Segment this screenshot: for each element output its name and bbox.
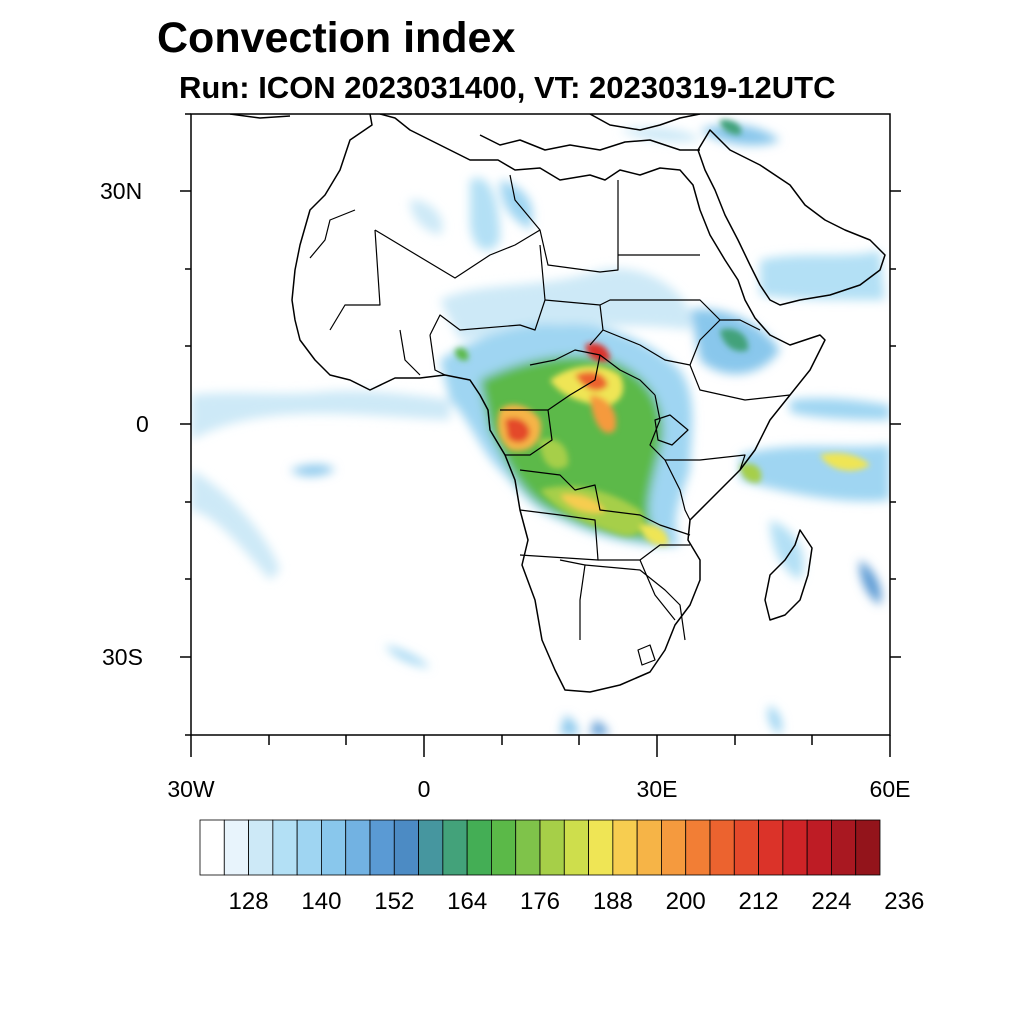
colorbar-tick-label: 128 xyxy=(228,888,269,915)
chart-title: Convection index xyxy=(157,14,516,62)
colorbar-box xyxy=(515,819,541,876)
colorbar-tick-label: 236 xyxy=(884,888,925,915)
colorbar xyxy=(199,819,881,876)
colorbar-box xyxy=(563,819,589,876)
colorbar-tick-label: 212 xyxy=(738,888,779,915)
colorbar-box xyxy=(612,819,638,876)
y-label-30n: 30N xyxy=(100,178,143,204)
colorbar-box xyxy=(588,819,614,876)
colorbar-box xyxy=(685,819,711,876)
colorbar-box xyxy=(709,819,735,876)
colorbar-box xyxy=(296,819,322,876)
colorbar-tick-label: 140 xyxy=(301,888,342,915)
axis-ticks xyxy=(180,113,901,757)
colorbar-box xyxy=(345,819,371,876)
colorbar-box xyxy=(369,819,395,876)
x-label-60e: 60E xyxy=(869,776,911,802)
colorbar-box xyxy=(806,819,832,876)
colorbar-box xyxy=(248,819,274,876)
colorbar-box xyxy=(636,819,662,876)
colorbar-box xyxy=(491,819,517,876)
colorbar-box xyxy=(321,819,347,876)
colorbar-tick-label: 164 xyxy=(447,888,488,915)
y-label-30s: 30S xyxy=(102,644,143,670)
country-borders xyxy=(309,174,791,666)
x-label-30w: 30W xyxy=(167,776,215,802)
x-label-0: 0 xyxy=(417,776,431,802)
colorbar-box xyxy=(418,819,444,876)
colorbar-box xyxy=(442,819,468,876)
colorbar-tick-label: 188 xyxy=(592,888,633,915)
colorbar-box xyxy=(782,819,808,876)
colorbar-box xyxy=(393,819,419,876)
colorbar-tick-label: 200 xyxy=(665,888,706,915)
colorbar-box xyxy=(539,819,565,876)
colorbar-box xyxy=(466,819,492,876)
chart-subtitle: Run: ICON 2023031400, VT: 20230319-12UTC xyxy=(179,70,836,105)
colorbar-box xyxy=(855,819,881,876)
convection-field xyxy=(191,119,890,735)
colorbar-box xyxy=(199,819,225,876)
colorbar-tick-label: 224 xyxy=(811,888,852,915)
colorbar-box xyxy=(223,819,249,876)
coastlines xyxy=(229,114,886,693)
colorbar-box xyxy=(758,819,784,876)
colorbar-box xyxy=(831,819,857,876)
colorbar-box xyxy=(272,819,298,876)
colorbar-box xyxy=(661,819,687,876)
y-label-0: 0 xyxy=(136,411,149,437)
colorbar-tick-label: 152 xyxy=(374,888,415,915)
colorbar-tick-label: 176 xyxy=(519,888,561,915)
colorbar-box xyxy=(733,819,759,876)
x-label-30e: 30E xyxy=(636,776,678,802)
